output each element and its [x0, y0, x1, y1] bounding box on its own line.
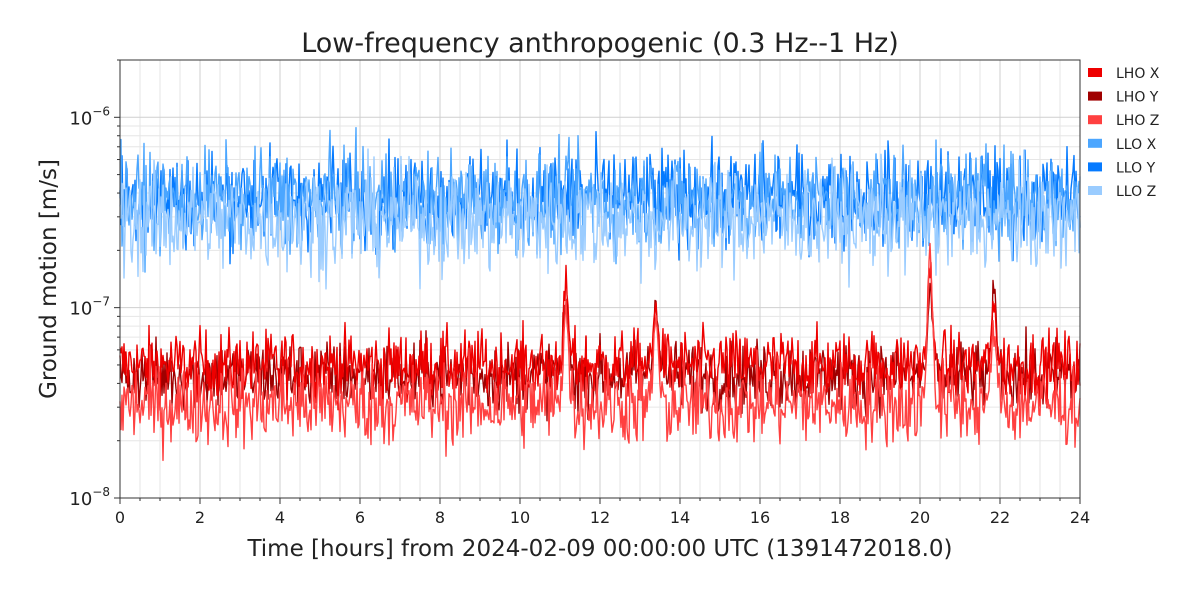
- x-tick-label: 6: [355, 508, 365, 527]
- x-tick-label: 0: [115, 508, 125, 527]
- y-tick-label: 10−7: [69, 295, 110, 320]
- series-line-llo-z: [119, 148, 1081, 290]
- x-tick-label: 24: [1070, 508, 1090, 527]
- legend-swatch: [1088, 68, 1102, 77]
- y-tick-label: 10−8: [69, 485, 110, 510]
- legend-label: LLO Z: [1116, 184, 1156, 200]
- legend-swatch: [1088, 91, 1102, 101]
- y-axis: 10−8 10−7 10−6: [69, 59, 120, 510]
- legend-swatch: [1088, 138, 1102, 148]
- y-axis-label: Ground motion [m/s]: [36, 159, 62, 399]
- legend-label: LLO X: [1116, 137, 1157, 153]
- legend-label: LHO Z: [1116, 113, 1159, 129]
- x-tick-label: 20: [910, 508, 930, 527]
- series-line-lho-x: [119, 261, 1081, 411]
- series-layer: [119, 126, 1081, 462]
- x-tick-label: 16: [750, 508, 770, 527]
- legend-swatch: [1088, 186, 1102, 195]
- legend-label: LHO Y: [1116, 90, 1159, 106]
- x-tick-label: 8: [435, 508, 445, 527]
- x-tick-label: 18: [830, 508, 850, 527]
- legend-swatch: [1088, 115, 1102, 125]
- x-tick-label: 22: [990, 508, 1010, 527]
- x-tick-label: 2: [195, 508, 205, 527]
- x-tick-label: 14: [670, 508, 690, 527]
- x-tick-label: 4: [275, 508, 285, 527]
- chart-title: Low-frequency anthropogenic (0.3 Hz--1 H…: [301, 28, 899, 59]
- x-tick-label: 12: [590, 508, 610, 527]
- legend: LHO X LHO Y LHO Z LLO X LLO Y LLO Z: [1088, 66, 1160, 200]
- x-tick-label: 10: [510, 508, 530, 527]
- plot-area: [119, 59, 1081, 499]
- x-axis-label: Time [hours] from 2024-02-09 00:00:00 UT…: [246, 536, 952, 562]
- legend-swatch: [1088, 162, 1102, 172]
- legend-label: LLO Y: [1116, 160, 1156, 176]
- series-line-lho-z: [119, 242, 1081, 462]
- y-tick-label: 10−6: [69, 104, 110, 129]
- x-axis: 0 2 4 6 8 10 12 14 16 18 20 22 24: [115, 498, 1090, 527]
- legend-label: LHO X: [1116, 66, 1160, 82]
